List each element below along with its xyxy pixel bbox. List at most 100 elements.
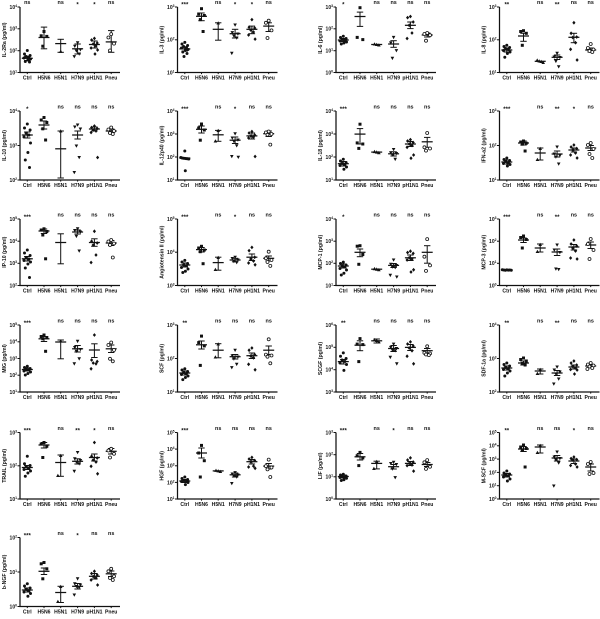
svg-text:H5N1: H5N1 bbox=[370, 502, 383, 508]
svg-text:H5N6: H5N6 bbox=[37, 289, 50, 295]
svg-text:pH1N1: pH1N1 bbox=[402, 76, 418, 82]
svg-text:101: 101 bbox=[489, 260, 497, 267]
svg-text:H5N1: H5N1 bbox=[54, 183, 67, 189]
svg-text:ns: ns bbox=[74, 213, 80, 219]
svg-text:Ctrl: Ctrl bbox=[23, 502, 32, 508]
svg-text:H5N6: H5N6 bbox=[37, 610, 50, 615]
svg-text:Pneu: Pneu bbox=[584, 183, 596, 189]
svg-text:102: 102 bbox=[489, 238, 497, 245]
svg-text:ns: ns bbox=[374, 426, 380, 432]
svg-text:H5N1: H5N1 bbox=[54, 76, 67, 82]
svg-text:102: 102 bbox=[10, 177, 18, 184]
svg-text:IFN-a2 (pg/ml): IFN-a2 (pg/ml) bbox=[482, 128, 488, 163]
svg-text:104: 104 bbox=[167, 446, 175, 453]
svg-text:104: 104 bbox=[167, 249, 175, 256]
svg-text:*: * bbox=[234, 2, 237, 8]
svg-text:*: * bbox=[26, 107, 29, 113]
svg-text:H5N6: H5N6 bbox=[195, 76, 208, 82]
svg-text:H7N9: H7N9 bbox=[387, 395, 400, 401]
svg-text:ns: ns bbox=[407, 319, 413, 325]
svg-text:ns: ns bbox=[588, 319, 594, 325]
svg-text:pH1N1: pH1N1 bbox=[402, 289, 418, 295]
svg-text:***: *** bbox=[503, 107, 511, 113]
svg-text:101: 101 bbox=[167, 496, 175, 503]
svg-text:H5N1: H5N1 bbox=[534, 502, 547, 508]
svg-text:102: 102 bbox=[489, 469, 497, 476]
svg-text:H5N1: H5N1 bbox=[370, 289, 383, 295]
svg-text:100: 100 bbox=[326, 69, 334, 76]
svg-text:102: 102 bbox=[167, 154, 175, 161]
svg-text:ns: ns bbox=[232, 426, 238, 432]
svg-text:pH1N1: pH1N1 bbox=[566, 502, 582, 508]
svg-text:103: 103 bbox=[326, 4, 334, 11]
svg-text:***: *** bbox=[181, 107, 189, 113]
svg-text:ns: ns bbox=[537, 213, 543, 219]
svg-text:*: * bbox=[76, 2, 79, 8]
svg-text:102: 102 bbox=[167, 37, 175, 44]
svg-text:ns: ns bbox=[554, 426, 560, 432]
svg-text:IL-8 (pg/ml): IL-8 (pg/ml) bbox=[482, 26, 488, 54]
svg-text:H5N6: H5N6 bbox=[517, 395, 530, 401]
svg-text:*: * bbox=[342, 2, 345, 8]
svg-text:TRAIL (pg/ml): TRAIL (pg/ml) bbox=[2, 449, 8, 483]
svg-text:106: 106 bbox=[326, 322, 334, 329]
svg-text:**: ** bbox=[182, 321, 187, 327]
svg-text:Pneu: Pneu bbox=[262, 183, 274, 189]
svg-text:*: * bbox=[93, 428, 96, 434]
svg-text:ns: ns bbox=[266, 319, 272, 325]
svg-text:104: 104 bbox=[10, 238, 18, 245]
svg-text:***: *** bbox=[24, 215, 32, 221]
svg-text:MCP-3 (pg/ml): MCP-3 (pg/ml) bbox=[482, 234, 488, 269]
svg-text:**: ** bbox=[555, 107, 560, 113]
svg-text:ns: ns bbox=[390, 0, 396, 6]
svg-text:SCF (pg/ml): SCF (pg/ml) bbox=[160, 344, 166, 373]
svg-text:SDF-1a (pg/ml): SDF-1a (pg/ml) bbox=[482, 340, 488, 377]
svg-text:H7N9: H7N9 bbox=[551, 395, 564, 401]
svg-text:101: 101 bbox=[10, 496, 18, 503]
svg-text:102: 102 bbox=[10, 463, 18, 470]
svg-text:103: 103 bbox=[10, 142, 18, 149]
svg-text:H5N6: H5N6 bbox=[353, 183, 366, 189]
svg-text:Ctrl: Ctrl bbox=[23, 76, 32, 82]
svg-text:Pneu: Pneu bbox=[262, 502, 274, 508]
svg-text:H7N9: H7N9 bbox=[229, 183, 242, 189]
svg-text:H5N1: H5N1 bbox=[370, 76, 383, 82]
svg-text:**: ** bbox=[555, 2, 560, 8]
svg-text:ns: ns bbox=[266, 0, 272, 6]
svg-text:102: 102 bbox=[167, 355, 175, 362]
svg-text:ns: ns bbox=[58, 0, 64, 6]
svg-text:Pneu: Pneu bbox=[262, 76, 274, 82]
svg-text:Pneu: Pneu bbox=[584, 76, 596, 82]
svg-text:Pneu: Pneu bbox=[421, 502, 433, 508]
svg-text:***: *** bbox=[24, 533, 32, 539]
svg-text:***: *** bbox=[503, 215, 511, 221]
svg-text:***: *** bbox=[181, 428, 189, 434]
svg-text:104: 104 bbox=[326, 108, 334, 115]
svg-text:ns: ns bbox=[424, 213, 430, 219]
svg-text:103: 103 bbox=[326, 389, 334, 396]
svg-text:***: *** bbox=[181, 215, 189, 221]
svg-text:pH1N1: pH1N1 bbox=[244, 502, 260, 508]
svg-text:ns: ns bbox=[407, 0, 413, 6]
svg-text:ns: ns bbox=[74, 319, 80, 325]
svg-text:101: 101 bbox=[167, 389, 175, 396]
svg-text:H5N1: H5N1 bbox=[54, 395, 67, 401]
svg-text:101: 101 bbox=[167, 177, 175, 184]
svg-text:ns: ns bbox=[108, 531, 114, 537]
svg-text:ns: ns bbox=[407, 105, 413, 111]
svg-text:*: * bbox=[234, 215, 237, 221]
svg-text:pH1N1: pH1N1 bbox=[86, 610, 102, 615]
svg-text:Ctrl: Ctrl bbox=[339, 395, 348, 401]
svg-text:ns: ns bbox=[108, 426, 114, 432]
svg-text:H7N9: H7N9 bbox=[71, 395, 84, 401]
svg-text:H5N1: H5N1 bbox=[370, 395, 383, 401]
svg-text:Angiotensin II (pg/ml): Angiotensin II (pg/ml) bbox=[160, 225, 166, 278]
svg-text:ns: ns bbox=[249, 319, 255, 325]
svg-text:ns: ns bbox=[108, 319, 114, 325]
svg-text:*: * bbox=[342, 215, 345, 221]
svg-text:pH1N1: pH1N1 bbox=[86, 183, 102, 189]
svg-text:ns: ns bbox=[215, 426, 221, 432]
svg-text:pH1N1: pH1N1 bbox=[244, 395, 260, 401]
svg-text:**: ** bbox=[75, 428, 80, 434]
svg-text:Ctrl: Ctrl bbox=[180, 76, 189, 82]
